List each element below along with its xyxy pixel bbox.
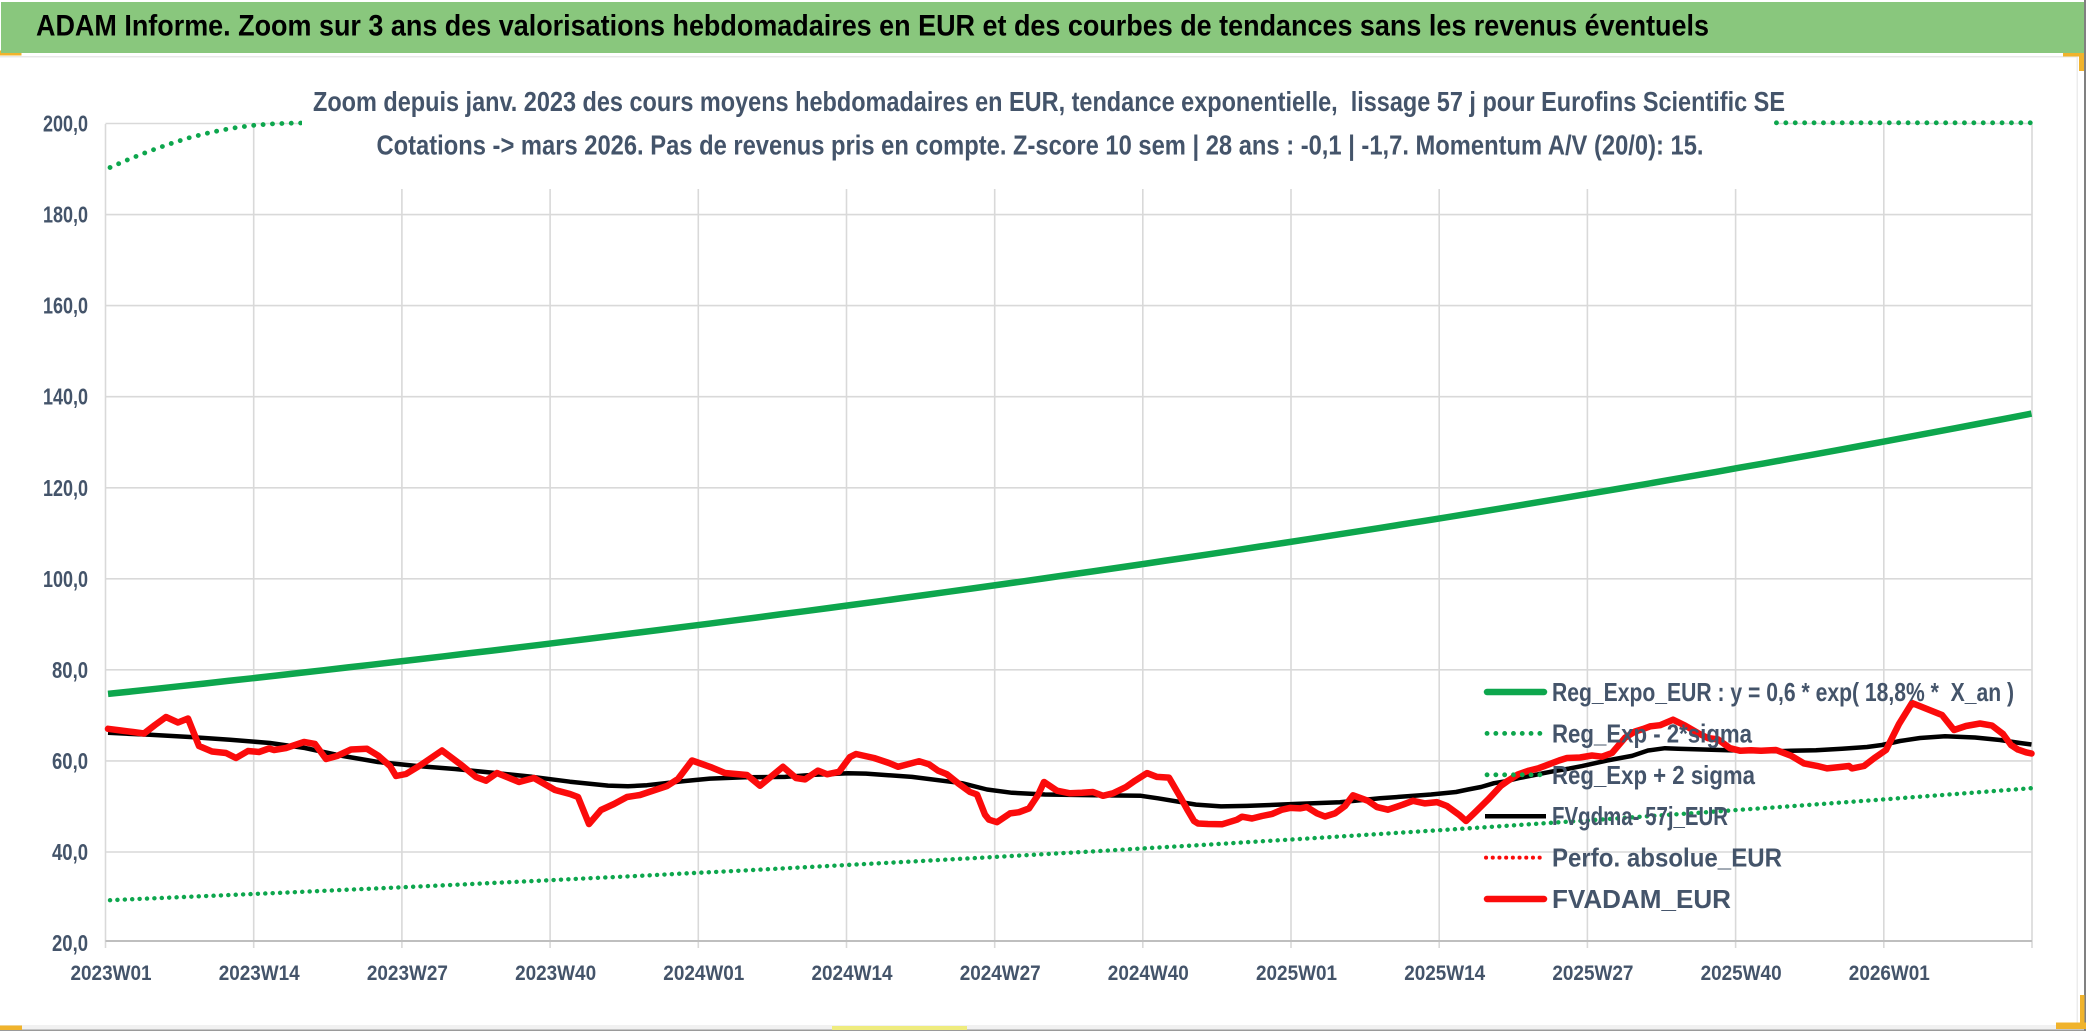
svg-text:ADAM Informe. Zoom sur 3 ans d: ADAM Informe. Zoom sur 3 ans des valoris… xyxy=(36,10,1709,43)
svg-text:2023W40: 2023W40 xyxy=(515,962,596,985)
svg-text:Reg_Exp - 2*sigma: Reg_Exp - 2*sigma xyxy=(1552,718,1752,748)
svg-text:Cotations -> mars 2026. Pas de: Cotations -> mars 2026. Pas de revenus p… xyxy=(377,130,1704,161)
svg-text:Reg_Exp + 2 sigma: Reg_Exp + 2 sigma xyxy=(1552,760,1755,790)
svg-text:FVADAM_EUR: FVADAM_EUR xyxy=(1552,884,1731,914)
svg-text:2025W14: 2025W14 xyxy=(1404,962,1485,985)
svg-text:40,0: 40,0 xyxy=(52,839,88,865)
svg-text:2025W27: 2025W27 xyxy=(1552,962,1633,985)
svg-text:80,0: 80,0 xyxy=(52,657,88,683)
svg-text:120,0: 120,0 xyxy=(43,475,88,501)
svg-text:100,0: 100,0 xyxy=(43,566,88,592)
svg-text:140,0: 140,0 xyxy=(43,384,88,410)
svg-text:2023W27: 2023W27 xyxy=(367,962,448,985)
svg-text:160,0: 160,0 xyxy=(43,293,88,319)
svg-text:Reg_Expo_EUR : y = 0,6 * exp(: Reg_Expo_EUR : y = 0,6 * exp( 18,8% * X_… xyxy=(1552,677,2014,707)
svg-text:Perfo. absolue_EUR: Perfo. absolue_EUR xyxy=(1552,843,1782,873)
svg-text:2023W01: 2023W01 xyxy=(71,962,152,985)
svg-text:20,0: 20,0 xyxy=(52,930,88,956)
svg-text:FVgdma- 57j_EUR: FVgdma- 57j_EUR xyxy=(1552,801,1728,831)
svg-text:2026W01: 2026W01 xyxy=(1849,962,1930,985)
svg-text:2023W14: 2023W14 xyxy=(219,962,300,985)
svg-text:2025W01: 2025W01 xyxy=(1256,962,1337,985)
svg-text:180,0: 180,0 xyxy=(43,202,88,228)
svg-text:60,0: 60,0 xyxy=(52,748,88,774)
svg-text:2024W27: 2024W27 xyxy=(960,962,1041,985)
svg-text:2025W40: 2025W40 xyxy=(1701,962,1782,985)
svg-text:2024W14: 2024W14 xyxy=(812,962,893,985)
svg-text:2024W40: 2024W40 xyxy=(1108,962,1189,985)
svg-text:2024W01: 2024W01 xyxy=(663,962,744,985)
svg-text:Zoom depuis janv. 2023 des cou: Zoom depuis janv. 2023 des cours moyens … xyxy=(313,86,1785,117)
svg-text:200,0: 200,0 xyxy=(43,111,88,137)
